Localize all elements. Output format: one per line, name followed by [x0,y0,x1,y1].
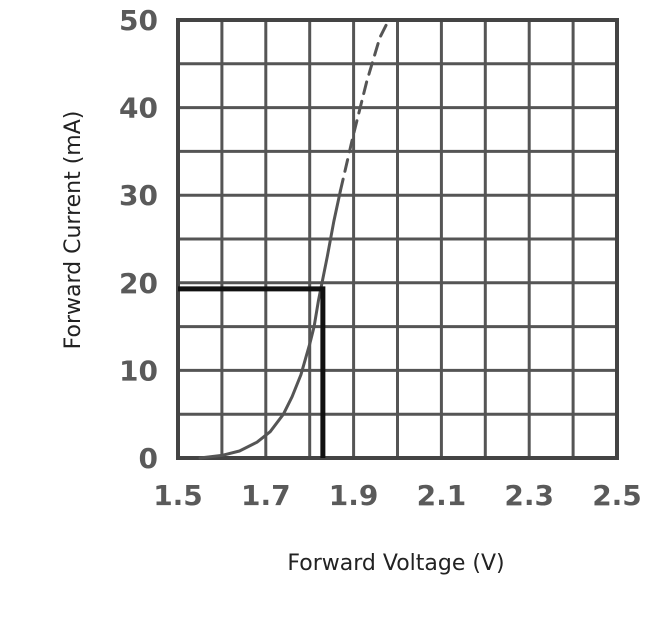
x-axis-label: Forward Voltage (V) [287,551,504,576]
plot-border [176,18,619,460]
series-line-1-dashed [338,18,391,193]
y-tick-label: 10 [119,354,158,387]
y-tick-label: 40 [119,92,158,125]
series-layer [198,18,391,460]
plot-frame [176,18,619,460]
x-tick-label: 1.7 [241,479,291,512]
annotation-layer [178,286,326,458]
y-axis-label: Forward Current (mA) [61,111,86,350]
x-tick-label: 1.5 [153,479,203,512]
y-tick-label: 50 [119,4,158,37]
x-tick-label: 2.1 [417,479,467,512]
y-tick-label: 0 [139,442,158,475]
series-line-0-solid [198,189,342,460]
y-tick-label: 30 [119,179,158,212]
x-tick-labels: 1.5 1.7 1.9 2.1 2.3 2.5 [153,479,642,512]
y-tick-labels: 0 10 20 30 40 50 [119,4,158,475]
y-tick-label: 20 [119,267,158,300]
x-tick-label: 1.9 [329,479,379,512]
x-tick-label: 2.5 [592,479,642,512]
x-tick-label: 2.3 [504,479,554,512]
operating-point-marker [178,286,326,458]
